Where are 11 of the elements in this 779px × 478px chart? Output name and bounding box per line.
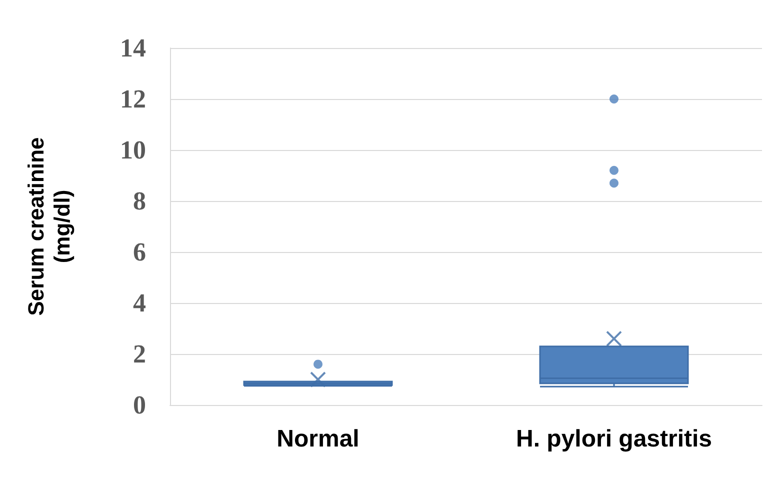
y-tick-label: 14 <box>120 34 146 62</box>
y-axis-title: Serum creatinine (mg/dl) <box>24 137 74 316</box>
x-tick-label: H. pylori gastritis <box>516 426 712 452</box>
y-tick-label: 10 <box>120 136 146 164</box>
y-tick-label: 12 <box>120 84 146 114</box>
x-tick-label: Normal <box>276 426 360 452</box>
y-tick-label: 2 <box>133 340 146 368</box>
y-tick-label: 4 <box>133 288 146 318</box>
y-tick-label: 6 <box>133 238 146 266</box>
y-tick-label: 8 <box>133 186 146 216</box>
y-tick-label: 0 <box>133 390 146 420</box>
